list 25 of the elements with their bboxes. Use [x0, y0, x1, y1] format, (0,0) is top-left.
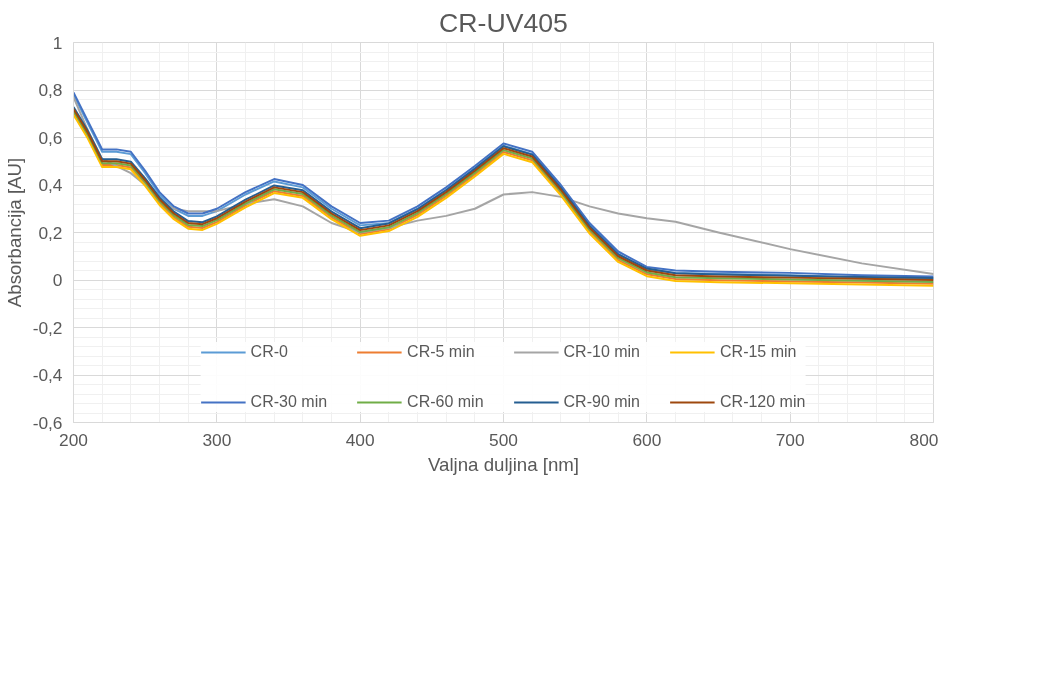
y-tick-label: 1 — [52, 32, 63, 53]
y-axis-title: Absorbancija [AU] — [3, 157, 25, 308]
legend-label: CR-60 min — [407, 393, 484, 411]
y-tick-label: 0,6 — [38, 127, 63, 148]
y-tick-label: 0,2 — [38, 222, 63, 243]
y-tick-label: -0,2 — [32, 317, 63, 338]
legend-label: CR-0 — [250, 343, 288, 361]
legend-label: CR-30 min — [250, 393, 328, 411]
x-tick-label: 600 — [632, 429, 662, 450]
legend-label: CR-90 min — [563, 393, 641, 411]
x-tick-label: 700 — [775, 429, 805, 450]
x-tick-label: 800 — [909, 429, 939, 450]
legend-label: CR-15 min — [720, 343, 797, 361]
y-tick-label: 0 — [52, 270, 63, 290]
legend-label: CR-10 min — [563, 343, 641, 361]
legend-label: CR-5 min — [407, 343, 475, 361]
x-axis-title: Valjna duljina [nm] — [427, 453, 580, 475]
chart-title: CR-UV405 — [439, 7, 568, 38]
x-tick-label: 300 — [202, 429, 232, 450]
y-tick-label: -0,4 — [32, 365, 63, 385]
y-tick-label: 0,8 — [38, 80, 63, 100]
legend-label: CR-120 min — [720, 393, 806, 411]
y-tick-label: 0,4 — [38, 175, 63, 195]
x-tick-label: 400 — [345, 429, 375, 450]
x-tick-label: 500 — [489, 429, 518, 450]
